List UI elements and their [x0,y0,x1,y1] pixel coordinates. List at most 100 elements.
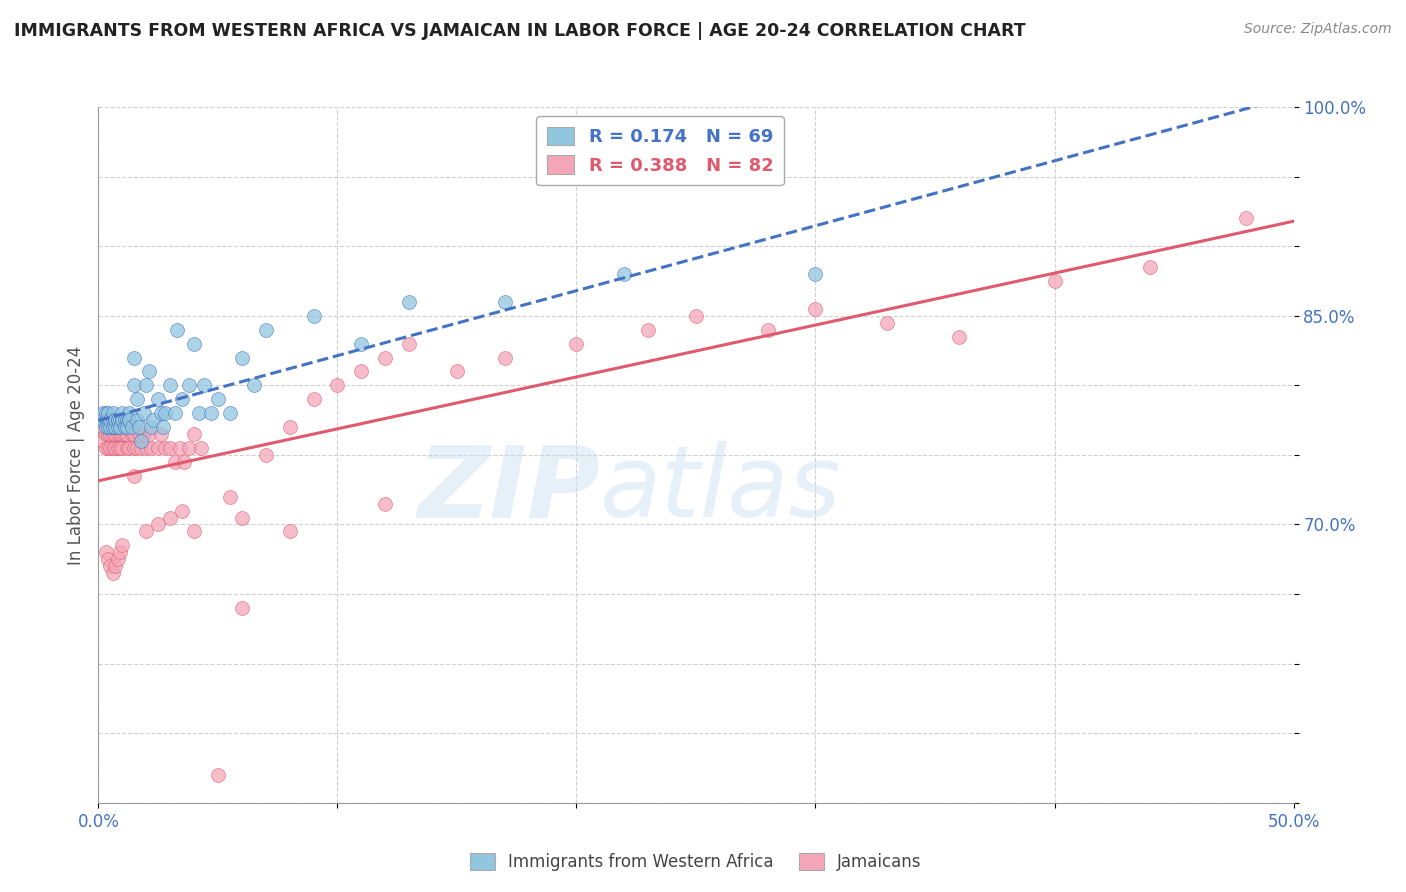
Point [101,406,124,420]
Point [111,413,134,427]
Point [254,323,277,337]
Text: Source: ZipAtlas.com: Source: ZipAtlas.com [1244,22,1392,37]
Point [118,413,141,427]
Point [374,497,396,511]
Point [948,329,970,343]
Point [1139,260,1161,274]
Point [152,420,174,434]
Point [98,441,122,455]
Point [108,545,131,559]
Point [172,392,194,407]
Point [132,406,155,420]
Point [398,294,420,309]
Point [104,441,127,455]
Point [139,420,162,434]
Point [97,413,120,427]
Point [98,413,122,427]
Point [254,448,277,462]
Point [193,378,215,392]
Point [111,413,134,427]
Point [163,406,186,420]
Point [685,309,707,323]
Point [200,406,222,420]
Point [101,441,124,455]
Point [207,392,229,407]
Point [118,413,141,427]
Point [138,427,160,442]
Point [219,406,242,420]
Point [565,336,588,351]
Point [135,378,157,392]
Point [148,441,170,455]
Point [125,413,148,427]
Point [101,420,124,434]
Point [115,413,138,427]
Point [124,351,146,365]
Point [108,420,131,434]
Point [179,441,201,455]
Point [98,559,122,574]
Point [97,552,120,566]
Point [104,413,127,427]
Point [125,392,148,407]
Point [131,434,153,448]
Point [187,406,209,420]
Text: ZIP: ZIP [418,442,600,538]
Point [138,364,160,378]
Point [326,378,349,392]
Point [98,427,122,442]
Text: IMMIGRANTS FROM WESTERN AFRICA VS JAMAICAN IN LABOR FORCE | AGE 20-24 CORRELATIO: IMMIGRANTS FROM WESTERN AFRICA VS JAMAIC… [14,22,1026,40]
Point [91,413,114,427]
Point [101,566,124,581]
Point [91,434,114,448]
Point [97,427,120,442]
Point [169,441,191,455]
Point [91,406,114,420]
Point [446,364,468,378]
Point [183,427,205,442]
Point [90,413,112,427]
Point [111,538,134,552]
Point [1043,274,1066,288]
Point [108,413,131,427]
Point [278,420,301,434]
Point [190,441,212,455]
Point [159,441,181,455]
Point [111,406,134,420]
Point [124,441,146,455]
Point [350,364,373,378]
Point [183,524,205,539]
Point [107,441,129,455]
Point [149,427,172,442]
Point [94,427,117,442]
Point [94,413,117,427]
Point [398,336,420,351]
Point [98,420,122,434]
Point [111,441,134,455]
Legend: Immigrants from Western Africa, Jamaicans: Immigrants from Western Africa, Jamaican… [464,847,928,878]
Point [125,441,148,455]
Point [132,427,155,442]
Point [804,301,827,316]
Point [494,351,516,365]
Point [107,552,129,566]
Point [350,336,373,351]
Point [97,420,120,434]
Point [107,427,129,442]
Point [118,406,141,420]
Point [804,267,827,281]
Point [159,510,181,524]
Point [107,413,129,427]
Point [163,455,186,469]
Point [148,392,170,407]
Point [98,413,122,427]
Point [494,294,516,309]
Point [1234,211,1257,226]
Point [118,441,141,455]
Point [302,392,325,407]
Point [94,406,117,420]
Point [128,427,150,442]
Point [107,420,129,434]
Point [302,309,325,323]
Point [121,420,143,434]
